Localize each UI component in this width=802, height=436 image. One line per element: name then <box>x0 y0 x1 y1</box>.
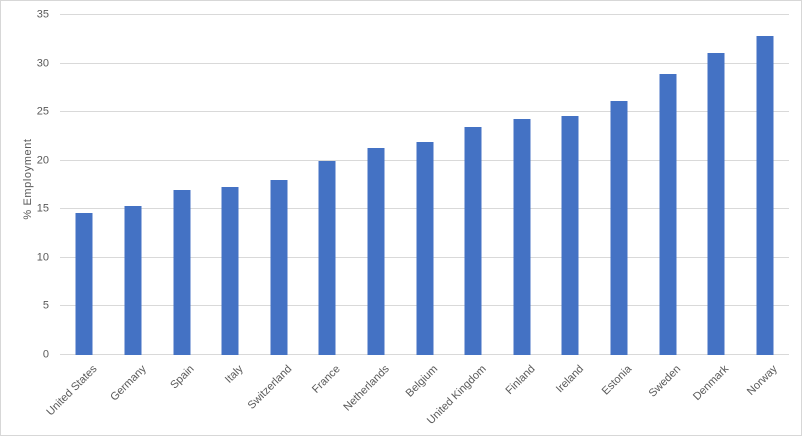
x-category-label-france: France <box>310 363 343 396</box>
x-category-label-switzerland: Switzerland <box>245 363 295 412</box>
gridline-y-35 <box>60 14 789 15</box>
bar-sweden <box>659 74 676 355</box>
y-tick-label-20: 20 <box>36 154 49 167</box>
x-axis-category-labels: United States Germany Spain Italy Switzerlan… <box>45 361 789 435</box>
bar-italy <box>221 186 239 355</box>
bar-norway <box>756 36 774 355</box>
x-category-label-ireland: Ireland <box>553 363 586 396</box>
x-category-label-belgium: Belgium <box>403 363 440 400</box>
x-category-label-spain: Spain <box>168 363 197 392</box>
plot-area <box>60 14 789 355</box>
x-category-label-united-states: United States <box>44 363 100 419</box>
bar-netherlands <box>367 148 385 355</box>
y-axis-tick-labels: 0 5 10 15 20 25 30 35 <box>1 9 49 360</box>
x-category-label-norway: Norway <box>745 363 781 398</box>
bar-spain <box>173 189 190 355</box>
y-tick-label-25: 25 <box>36 105 49 118</box>
x-category-label-germany: Germany <box>107 363 149 404</box>
x-category-label-italy: Italy <box>222 363 246 386</box>
bar-estonia <box>610 101 628 355</box>
bar-united-kingdom <box>464 126 482 355</box>
bar-france <box>318 160 336 355</box>
bar-belgium <box>416 142 433 355</box>
y-tick-label-15: 15 <box>36 202 49 215</box>
bar-denmark <box>707 52 725 355</box>
x-category-label-finland: Finland <box>503 363 538 397</box>
x-category-label-netherlands: Netherlands <box>340 363 392 414</box>
gridline-y-30 <box>60 62 789 64</box>
x-category-label-sweden: Sweden <box>646 363 683 400</box>
y-tick-label-5: 5 <box>42 299 49 312</box>
y-tick-label-35: 35 <box>36 8 49 21</box>
y-tick-label-10: 10 <box>36 251 49 264</box>
bar-switzerland <box>270 180 288 355</box>
x-category-label-denmark: Denmark <box>691 363 732 404</box>
x-category-label-estonia: Estonia <box>599 363 635 398</box>
y-tick-label-0: 0 <box>42 348 49 361</box>
bar-ireland <box>561 116 579 355</box>
y-tick-label-30: 30 <box>36 57 49 70</box>
bar-united-states <box>75 213 93 355</box>
bar-finland <box>513 118 531 355</box>
bar-germany <box>124 206 142 355</box>
gridline-y-25 <box>60 111 789 113</box>
